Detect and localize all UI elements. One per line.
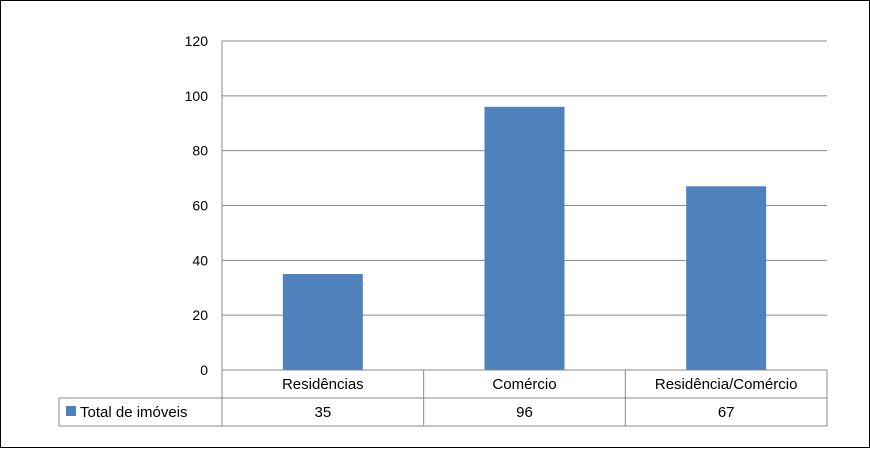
legend-swatch — [66, 406, 76, 416]
y-tick-label: 120 — [185, 33, 209, 49]
y-tick-label: 0 — [200, 362, 208, 378]
category-label: Residência/Comércio — [655, 376, 798, 393]
category-label: Residências — [282, 376, 364, 393]
data-value-label: 67 — [718, 404, 735, 421]
y-tick-label: 40 — [192, 252, 208, 268]
bars — [282, 106, 767, 371]
data-value-label: 35 — [314, 404, 331, 421]
category-label: Comércio — [492, 376, 556, 393]
bar — [282, 274, 363, 370]
data-table: Residências Comércio Residência/Comércio To… — [58, 369, 828, 427]
data-value-label: 96 — [516, 404, 533, 421]
y-tick-label: 60 — [192, 198, 208, 214]
y-tick-label: 80 — [192, 143, 208, 159]
y-tick-label: 100 — [185, 88, 209, 104]
bar — [686, 186, 767, 370]
y-tick-label: 20 — [192, 307, 208, 323]
y-axis-tick-labels: 0 20 40 60 80 100 120 — [185, 33, 209, 378]
series-label: Total de imóveis — [80, 404, 188, 421]
bar — [484, 106, 565, 371]
